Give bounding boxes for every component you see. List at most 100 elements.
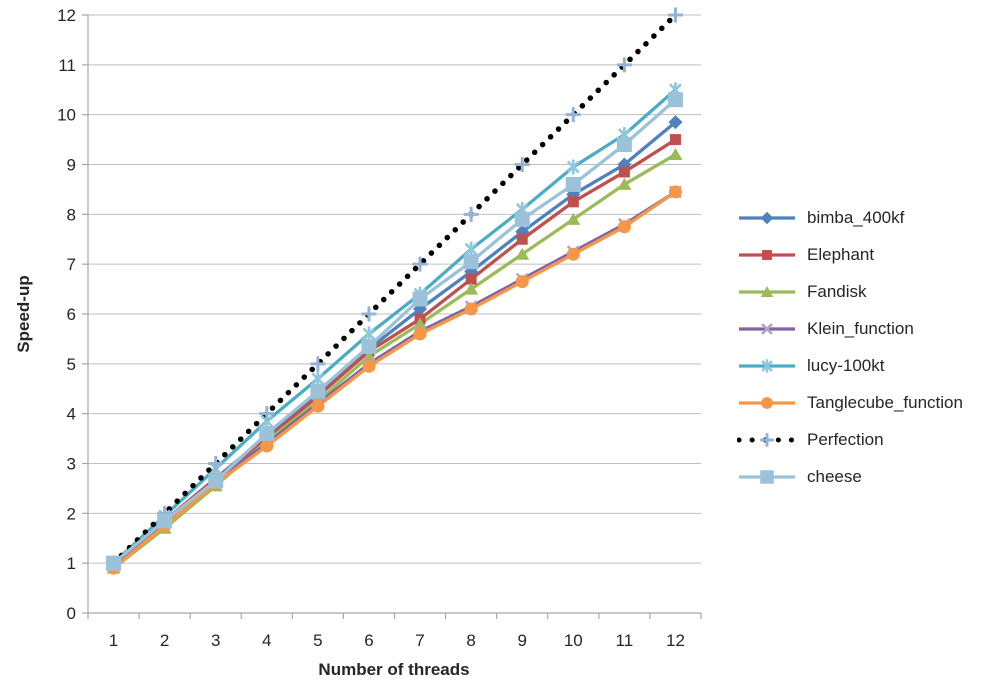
marker-circle xyxy=(617,220,631,234)
marker-plus xyxy=(565,107,581,123)
marker-plus xyxy=(463,206,479,222)
legend-label: Tanglecube_function xyxy=(807,393,963,412)
y-axis-title: Speed-up xyxy=(14,275,33,353)
marker-plus xyxy=(514,157,530,172)
legend-item-Perfection: Perfection xyxy=(737,428,963,452)
x-tick-label: 10 xyxy=(564,631,583,650)
marker-square-large xyxy=(361,338,377,354)
marker-plus xyxy=(259,406,275,422)
legend-item-lucy-100kt: lucy-100kt xyxy=(737,354,963,378)
series-line-cheese xyxy=(112,98,677,565)
marker-square-large xyxy=(208,473,224,489)
marker-triangle xyxy=(617,177,632,190)
legend-item-cheese: cheese xyxy=(737,465,963,489)
marker-triangle xyxy=(566,212,581,225)
legend-label: cheese xyxy=(807,467,862,486)
series-line-Fandisk xyxy=(112,153,677,570)
marker-plus xyxy=(208,456,224,471)
marker-square-large xyxy=(106,555,122,571)
marker-circle xyxy=(362,359,376,373)
marker-plus xyxy=(412,256,428,272)
y-tick-label: 0 xyxy=(67,604,76,623)
y-tick-label: 1 xyxy=(67,554,76,573)
legend-label: Fandisk xyxy=(807,282,867,301)
y-tick-label: 9 xyxy=(67,156,76,175)
marker-square xyxy=(465,273,477,285)
x-tick-label: 12 xyxy=(666,631,685,650)
marker-x xyxy=(761,323,773,335)
marker-circle xyxy=(668,185,682,199)
legend-sample-Tanglecube_function xyxy=(739,397,795,409)
marker-square-large xyxy=(760,470,774,484)
marker-square-large xyxy=(463,254,479,270)
x-tick-label: 9 xyxy=(517,631,526,650)
marker-triangle xyxy=(668,148,683,161)
legend-item-Fandisk: Fandisk xyxy=(737,280,963,304)
y-tick-label: 3 xyxy=(67,455,76,474)
marker-square xyxy=(567,196,579,208)
x-axis-title: Number of threads xyxy=(318,660,470,679)
y-tick-label: 2 xyxy=(67,504,76,523)
x-tick-label: 7 xyxy=(415,631,424,650)
x-tick-label: 5 xyxy=(313,631,322,650)
x-tick-label: 11 xyxy=(616,631,634,650)
y-tick-label: 4 xyxy=(67,405,76,424)
marker-triangle xyxy=(760,286,774,297)
y-tick-label: 11 xyxy=(58,56,76,75)
x-tick-label: 4 xyxy=(262,631,271,650)
marker-square xyxy=(669,134,681,146)
series-line-Perfection xyxy=(110,12,679,566)
marker-circle xyxy=(260,439,274,453)
legend-item-Klein_function: Klein_function xyxy=(737,317,963,341)
marker-plus xyxy=(616,57,632,73)
y-tick-label: 7 xyxy=(67,255,76,274)
legend-sample-lucy-100kt xyxy=(739,359,795,373)
chart-legend: bimba_400kf Elephant Fandisk Klein_function… xyxy=(737,206,963,489)
marker-plus xyxy=(667,7,683,23)
y-tick-label: 5 xyxy=(67,355,76,374)
series-line-Tanglecube_function xyxy=(112,190,677,570)
y-tick-label: 6 xyxy=(67,305,76,324)
marker-circle xyxy=(464,302,478,316)
legend-sample-Fandisk xyxy=(739,286,795,297)
x-tick-label: 1 xyxy=(109,631,118,650)
marker-plus xyxy=(361,306,377,322)
marker-asterisk xyxy=(566,159,580,175)
marker-diamond xyxy=(668,115,683,130)
legend-item-Elephant: Elephant xyxy=(737,243,963,267)
marker-circle xyxy=(311,399,325,413)
marker-circle xyxy=(566,247,580,261)
marker-square-large xyxy=(412,291,428,307)
x-tick-label: 3 xyxy=(211,631,220,650)
marker-square-large xyxy=(157,513,173,529)
marker-square xyxy=(516,233,528,245)
marker-circle xyxy=(413,327,427,341)
marker-circle xyxy=(761,397,773,409)
marker-square-large xyxy=(616,137,632,153)
marker-square-large xyxy=(565,176,581,192)
legend-sample-cheese xyxy=(739,470,795,484)
marker-square-large xyxy=(259,426,275,442)
series-line-Klein_function xyxy=(112,190,677,567)
legend-sample-Elephant xyxy=(739,250,795,260)
marker-square-large xyxy=(514,211,530,227)
y-tick-label: 8 xyxy=(67,205,76,224)
marker-square xyxy=(762,250,772,260)
legend-item-bimba_400kf: bimba_400kf xyxy=(737,206,963,230)
marker-diamond xyxy=(760,211,774,225)
x-tick-label: 8 xyxy=(466,631,475,650)
legend-label: Perfection xyxy=(807,430,884,449)
y-tick-label: 10 xyxy=(57,106,76,125)
x-tick-label: 2 xyxy=(160,631,169,650)
series-line-lucy-100kt xyxy=(112,88,677,565)
marker-asterisk xyxy=(761,359,773,373)
marker-plus xyxy=(760,433,774,447)
legend-sample-Klein_function xyxy=(739,323,795,335)
legend-label: Elephant xyxy=(807,245,875,264)
marker-square-large xyxy=(667,92,683,108)
marker-circle xyxy=(515,275,529,289)
marker-plus xyxy=(310,356,326,372)
legend-item-Tanglecube_function: Tanglecube_function xyxy=(737,391,963,415)
legend-sample-Perfection xyxy=(737,433,797,447)
